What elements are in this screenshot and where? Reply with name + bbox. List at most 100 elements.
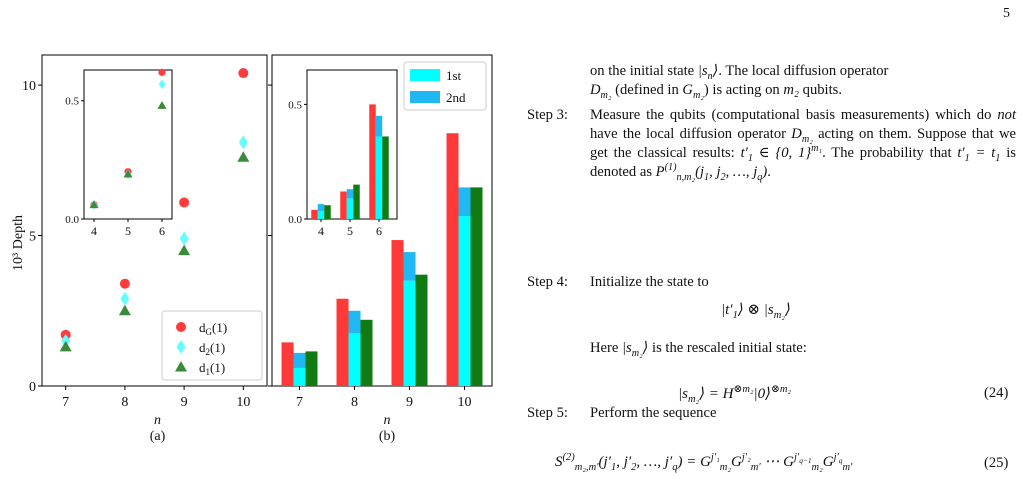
panel-b-x-tick-label: 9 [406, 395, 413, 410]
panel-b-bar-2nd [293, 352, 306, 368]
panel-a-y-tick-label: 0 [29, 380, 36, 395]
panel-b-legend-label-2nd: 2nd [446, 90, 466, 105]
panel-b-inset-y-tick-label: 0.5 [288, 99, 302, 111]
panel-a-point-d1 [178, 244, 191, 256]
panel-a-inset-y-tick-label: 0.5 [65, 96, 79, 108]
panel-a-legend-label: d1(1) [199, 360, 225, 377]
panel-b-inset-x-tick-label: 4 [318, 224, 324, 238]
panel-b-inset-x-tick-label: 5 [347, 224, 353, 238]
panel-a-point-d2 [120, 291, 130, 306]
panel-a-point-dG [119, 278, 130, 289]
panel-b-bar-1st [348, 333, 361, 386]
step-5-body: Perform the sequence [590, 405, 717, 421]
panel-b-bar-green [470, 187, 483, 386]
panel-a-point-dG [179, 197, 190, 208]
panel-a-legend: dG(1) d2(1) d1(1) [161, 310, 263, 381]
panel-b-inset-bar-red [340, 191, 347, 219]
panel-a-inset-point-d2 [158, 79, 166, 90]
panel-b-inset-bar-2nd [317, 204, 325, 211]
panel-a-inset-y-tick-label: 0.0 [65, 214, 79, 226]
panel-b-bar-red [281, 342, 294, 386]
panel-a-point-d2 [238, 135, 248, 150]
panel-b-inset-bar-1st [375, 136, 383, 219]
panel-b-inset-bar-1st [317, 210, 325, 219]
panel-a-point-d2 [179, 231, 189, 246]
step-3-label: Step 3: [527, 107, 568, 123]
panel-a-inset-x-tick-label: 5 [125, 224, 131, 238]
panel-b-inset-bar-green [324, 205, 331, 219]
panel-b-x-axis-label: n [384, 413, 391, 428]
panel-b-bar-2nd [348, 310, 361, 334]
panel-b-x-tick-label: 7 [296, 395, 303, 410]
intro-line-1: on the initial state |sn⟩. The local dif… [590, 63, 889, 82]
panel-b-bar-red [391, 240, 404, 386]
page-number: 5 [1003, 6, 1010, 21]
panel-a-legend-label: d2(1) [199, 340, 225, 357]
panel-b-legend-swatch-1st [410, 69, 440, 81]
panel-a-point-d1 [59, 340, 72, 352]
panel-b-x-tick-label: 8 [351, 395, 358, 410]
panel-b-bar-red [446, 133, 459, 386]
panel-b-caption: (b) [379, 429, 396, 444]
panel-a-inset-point-d1 [89, 200, 99, 209]
panel-a-legend-label: dG(1) [199, 320, 227, 337]
here-text: Here |sm₂⟩ is the rescaled initial state… [590, 340, 807, 359]
intro-line-2: Dm₂ (defined in Gm₂) is acting on m₂ qub… [590, 82, 842, 101]
panel-b-bar-1st [458, 215, 471, 386]
panel-b-bar-green [305, 351, 318, 386]
panel-a-inset-point-dG [158, 68, 166, 76]
panel-b-bar-2nd [403, 252, 416, 281]
panel-a-inset-x-tick-label: 6 [159, 224, 165, 238]
panel-a-inset: 0.0 0.5 4 5 6 [65, 68, 173, 238]
panel-a-x-tick-label: 10 [236, 395, 250, 410]
panel-a-point-dG [238, 68, 249, 79]
panel-b-inset-bar-2nd [346, 189, 354, 199]
panel-a-point-d2 [61, 333, 71, 348]
panel-a-legend-marker-dG [176, 322, 186, 332]
panel-b-inset: 0.0 0.5 4 5 6 [288, 69, 398, 238]
step-4-body: Initialize the state to [590, 274, 709, 290]
panel-b-inset-bar-red [311, 209, 318, 219]
panel-a-frame [41, 54, 268, 387]
panel-a-y-tick-label: 5 [29, 230, 36, 245]
y-axis-label: 10³ Depth [11, 215, 26, 271]
panel-a-caption: (a) [150, 429, 166, 444]
panel-b-legend-swatch-2nd [410, 91, 440, 103]
panel-b-inset-y-tick-label: 0.0 [288, 214, 302, 226]
panel-a-inset-point-d1 [123, 169, 133, 178]
panel-b-inset-bar-green [382, 136, 389, 219]
panel-b-bar-red [336, 298, 349, 386]
step-4-label: Step 4: [527, 274, 568, 290]
panel-a-x-tick-label: 7 [62, 395, 69, 410]
panel-b-legend-label-1st: 1st [446, 68, 462, 83]
panel-a-x-axis-label: n [154, 413, 161, 428]
panel-b-bar-1st [403, 280, 416, 386]
step-5-label: Step 5: [527, 405, 568, 421]
panel-b-inset-bar-1st [346, 198, 354, 219]
panel-b-bar-2nd [458, 187, 471, 216]
panel-a-inset-x-tick-label: 4 [91, 224, 97, 238]
panel-a-inset-frame [83, 69, 173, 220]
panel-a-legend-box [161, 310, 263, 381]
equation-24-number: (24) [984, 385, 1009, 401]
panel-b-bar-green [360, 319, 373, 386]
panel-a-inset-point-d1 [157, 100, 167, 109]
equation-25: S(2)m₂,m′(j′1, j′2, …, j′q) = Gj′₁m₂Gj′₂… [555, 452, 853, 473]
equation-25-number: (25) [984, 455, 1009, 471]
panel-b-inset-bar-2nd [375, 115, 383, 137]
panel-b-bar-1st [293, 367, 306, 386]
panel-a-scatter: 0 5 10 7 8 9 10 n(a) dG(1) d2(1) d1(1) 0.0 0.5 4 5 6 [22, 54, 268, 444]
panel-b-bar-green [415, 274, 428, 386]
panel-a-y-tick-label: 10 [22, 79, 36, 94]
panel-a-point-d1 [118, 304, 131, 316]
panel-a-x-tick-label: 8 [121, 395, 128, 410]
panel-b-inset-x-tick-label: 6 [376, 224, 382, 238]
panel-b-inset-bar-red [369, 104, 376, 219]
panel-a-legend-marker-d2 [176, 340, 186, 354]
panel-a-legend-marker-d1 [175, 361, 187, 372]
panel-b-x-tick-label: 10 [458, 395, 472, 410]
panel-a-x-tick-label: 9 [181, 395, 188, 410]
